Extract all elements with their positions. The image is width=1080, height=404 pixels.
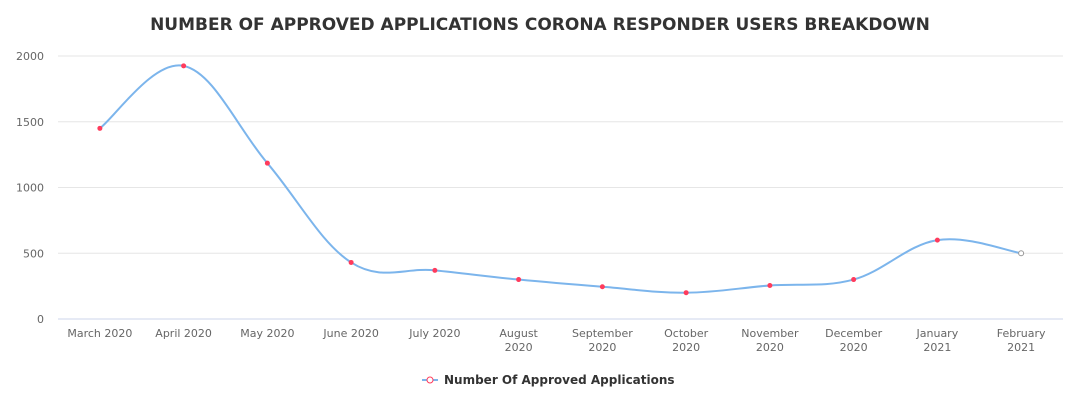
x-tick-label: December 2020 (825, 327, 883, 354)
x-tick-label: April 2020 (155, 327, 212, 340)
y-tick-label: 1000 (16, 182, 44, 195)
y-tick-label: 2000 (16, 50, 44, 63)
data-point[interactable] (181, 63, 187, 69)
x-tick-label: May 2020 (240, 327, 294, 340)
x-tick-label: July 2020 (408, 327, 460, 340)
legend-label: Number Of Approved Applications (444, 373, 675, 387)
x-tick-label: August 2020 (499, 327, 538, 354)
series-line (99, 64, 1022, 294)
data-point[interactable] (599, 284, 605, 290)
y-tick-label: 500 (23, 247, 44, 260)
x-tick-label: September 2020 (572, 327, 633, 354)
x-tick-label: February 2021 (997, 327, 1046, 354)
data-point[interactable] (264, 160, 270, 166)
data-point[interactable] (934, 237, 940, 243)
x-tick-label: January 2021 (916, 327, 959, 354)
data-point[interactable] (767, 282, 773, 288)
chart-title: NUMBER OF APPROVED APPLICATIONS CORONA R… (150, 15, 930, 35)
x-tick-label: June 2020 (322, 327, 378, 340)
data-point[interactable] (683, 290, 689, 296)
data-point[interactable] (348, 259, 354, 265)
legend-item[interactable]: Number Of Approved Applications (422, 373, 675, 387)
x-tick-label: March 2020 (67, 327, 132, 340)
data-point[interactable] (432, 267, 438, 273)
data-point[interactable] (1018, 250, 1025, 257)
y-tick-label: 0 (37, 313, 44, 326)
data-point[interactable] (97, 125, 103, 131)
legend-marker-icon (426, 376, 434, 384)
y-tick-label: 1500 (16, 116, 44, 129)
data-point[interactable] (516, 277, 522, 283)
x-tick-label: October 2020 (664, 327, 708, 354)
x-tick-label: November 2020 (741, 327, 799, 354)
data-point[interactable] (851, 277, 857, 283)
